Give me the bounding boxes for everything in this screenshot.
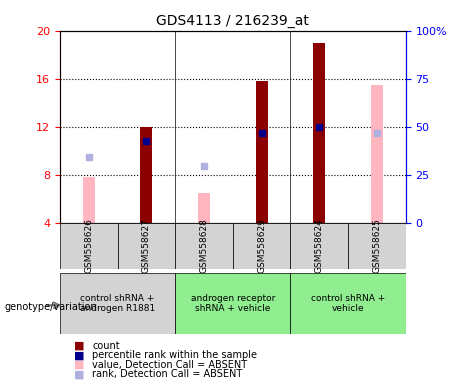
Text: GSM558626: GSM558626 (84, 218, 93, 273)
Bar (83, 177, 95, 223)
FancyBboxPatch shape (348, 223, 406, 269)
Text: control shRNA +
androgen R1881: control shRNA + androgen R1881 (80, 294, 155, 313)
Text: control shRNA +
vehicle: control shRNA + vehicle (311, 294, 385, 313)
Text: ■: ■ (74, 341, 84, 351)
Text: GSM558625: GSM558625 (372, 218, 381, 273)
Text: ■: ■ (74, 360, 84, 370)
Text: rank, Detection Call = ABSENT: rank, Detection Call = ABSENT (92, 369, 242, 379)
Text: value, Detection Call = ABSENT: value, Detection Call = ABSENT (92, 360, 247, 370)
FancyBboxPatch shape (60, 273, 175, 334)
Text: GSM558628: GSM558628 (200, 218, 208, 273)
Bar (140, 127, 153, 223)
FancyBboxPatch shape (175, 273, 290, 334)
Text: GSM558629: GSM558629 (257, 218, 266, 273)
FancyBboxPatch shape (118, 223, 175, 269)
Text: GSM558624: GSM558624 (315, 218, 324, 273)
FancyBboxPatch shape (175, 223, 233, 269)
Bar (371, 85, 383, 223)
FancyBboxPatch shape (290, 273, 406, 334)
Text: percentile rank within the sample: percentile rank within the sample (92, 350, 257, 360)
Text: genotype/variation: genotype/variation (5, 302, 97, 312)
Text: androgen receptor
shRNA + vehicle: androgen receptor shRNA + vehicle (190, 294, 275, 313)
FancyBboxPatch shape (290, 223, 348, 269)
Text: ■: ■ (74, 369, 84, 379)
Bar (255, 81, 268, 223)
Bar (313, 43, 325, 223)
Text: GSM558627: GSM558627 (142, 218, 151, 273)
Title: GDS4113 / 216239_at: GDS4113 / 216239_at (156, 14, 309, 28)
Bar (198, 193, 210, 223)
FancyBboxPatch shape (60, 223, 118, 269)
Text: ■: ■ (74, 350, 84, 360)
Text: count: count (92, 341, 120, 351)
FancyBboxPatch shape (233, 223, 290, 269)
